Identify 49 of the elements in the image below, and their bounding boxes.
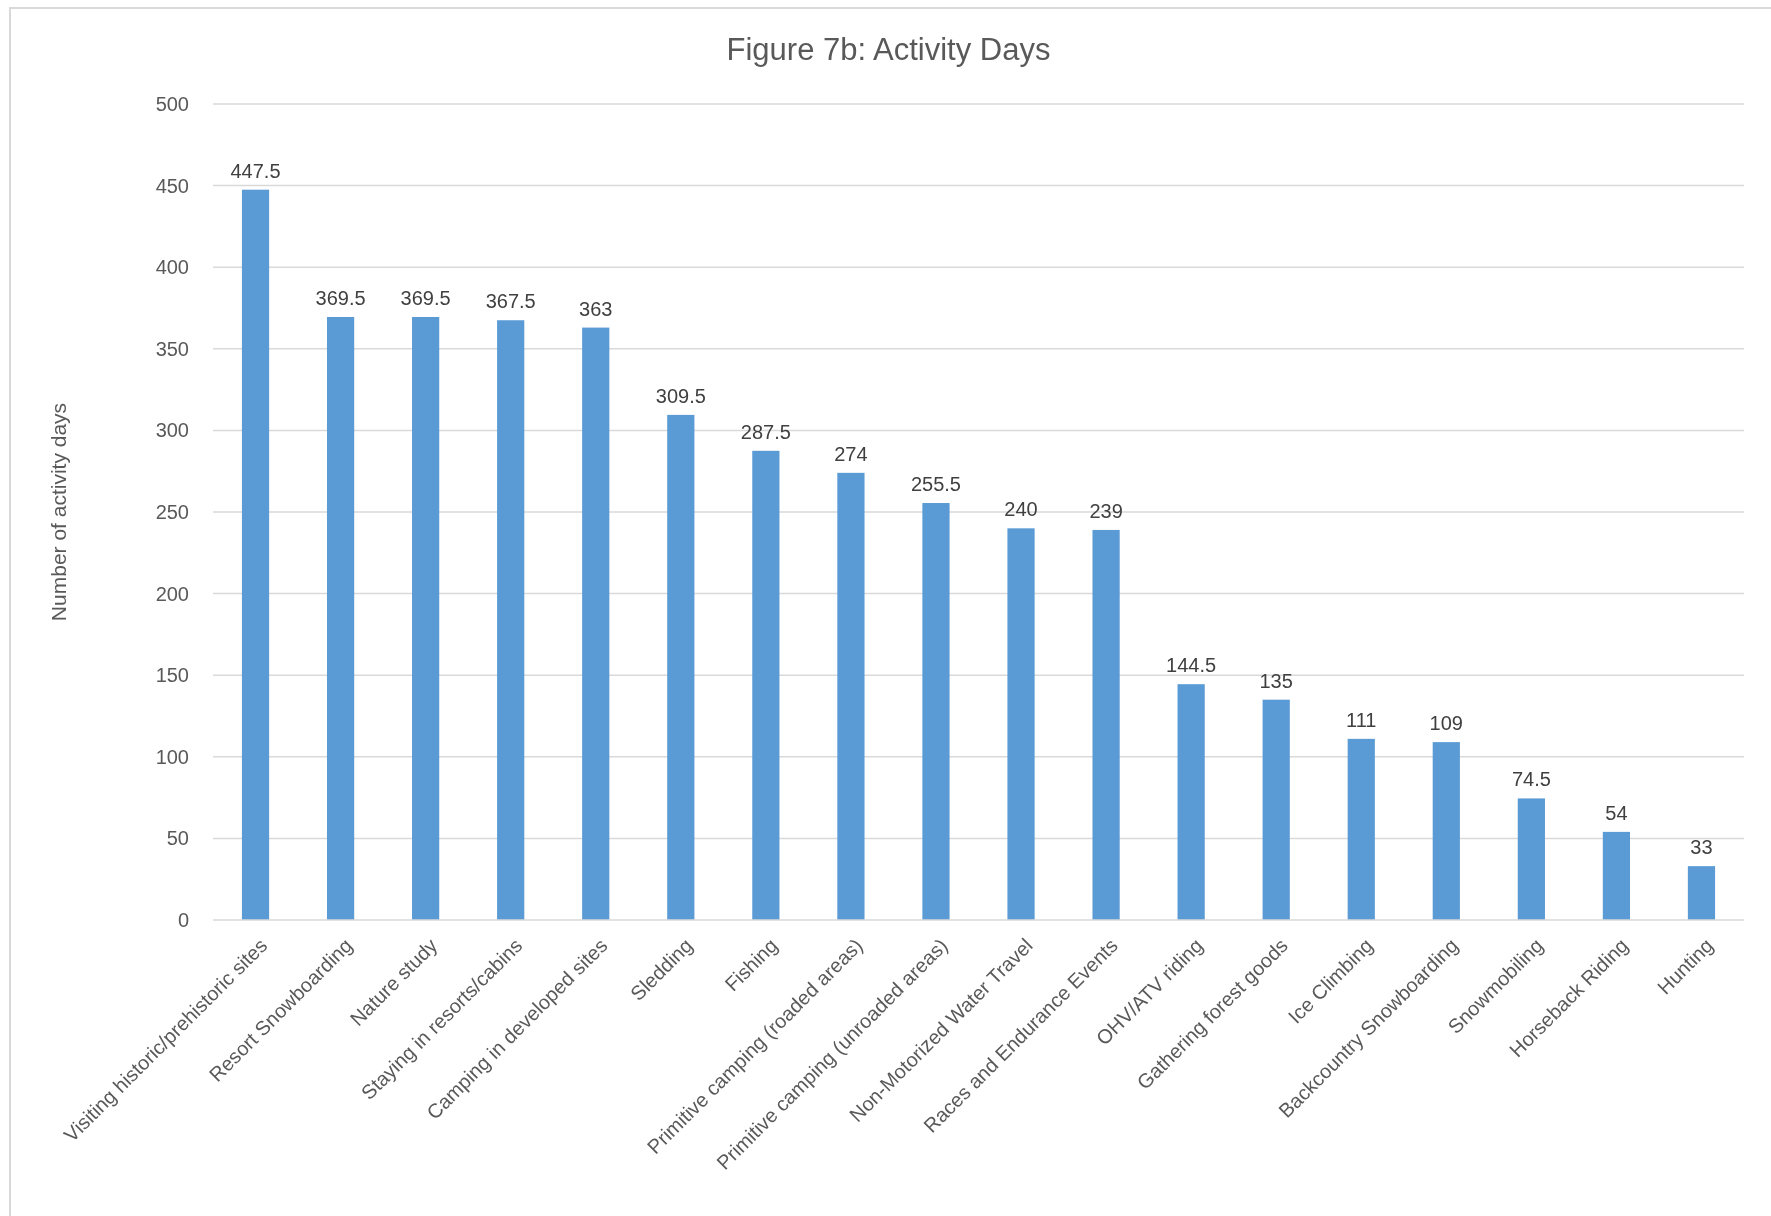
data-label: 369.5 — [400, 286, 451, 309]
bar — [1262, 699, 1290, 920]
y-tick-label: 150 — [155, 664, 189, 687]
bar — [752, 450, 780, 920]
y-tick-label: 100 — [155, 745, 189, 768]
bar — [1602, 831, 1631, 920]
data-label: 367.5 — [485, 290, 536, 313]
bar — [241, 189, 270, 920]
y-tick-label: 0 — [177, 909, 189, 931]
data-label: 33 — [1690, 836, 1713, 859]
y-tick-label: 500 — [155, 93, 189, 115]
data-label: 54 — [1605, 801, 1628, 824]
y-tick-label: 300 — [155, 419, 189, 442]
data-label: 109 — [1429, 712, 1463, 735]
bar — [412, 316, 440, 920]
bar — [837, 472, 865, 920]
data-label: 447.5 — [230, 159, 281, 182]
y-tick-label: 50 — [166, 827, 189, 850]
data-label: 135 — [1259, 669, 1293, 692]
data-label: 369.5 — [315, 286, 366, 309]
bar — [1177, 684, 1205, 920]
chart-title: Figure 7b: Activity Days — [726, 32, 1051, 67]
y-tick-label: 200 — [155, 582, 189, 605]
y-tick-label: 250 — [155, 501, 189, 523]
data-label: 363 — [579, 297, 613, 320]
y-axis-title: Number of activity days — [47, 402, 70, 622]
bar — [1347, 738, 1375, 920]
data-label: 240 — [1004, 498, 1038, 521]
bar — [667, 414, 695, 920]
data-label: 239 — [1089, 499, 1123, 522]
bar — [326, 316, 355, 920]
data-label: 111 — [1346, 708, 1377, 731]
data-label: 74.5 — [1511, 768, 1551, 791]
bar — [1432, 742, 1460, 920]
data-label: 255.5 — [910, 473, 961, 496]
bar — [1007, 528, 1035, 920]
data-label: 144.5 — [1166, 654, 1217, 677]
bar — [1092, 529, 1120, 920]
bar — [1687, 866, 1716, 920]
bar — [582, 327, 610, 920]
y-tick-label: 450 — [155, 174, 189, 197]
bar — [497, 320, 525, 920]
y-tick-label: 400 — [155, 256, 189, 279]
data-label: 274 — [834, 442, 868, 465]
data-label: 287.5 — [740, 420, 791, 443]
y-tick-label: 350 — [155, 337, 189, 360]
bar — [922, 503, 950, 920]
bar — [1517, 798, 1545, 920]
data-label: 309.5 — [655, 384, 706, 407]
